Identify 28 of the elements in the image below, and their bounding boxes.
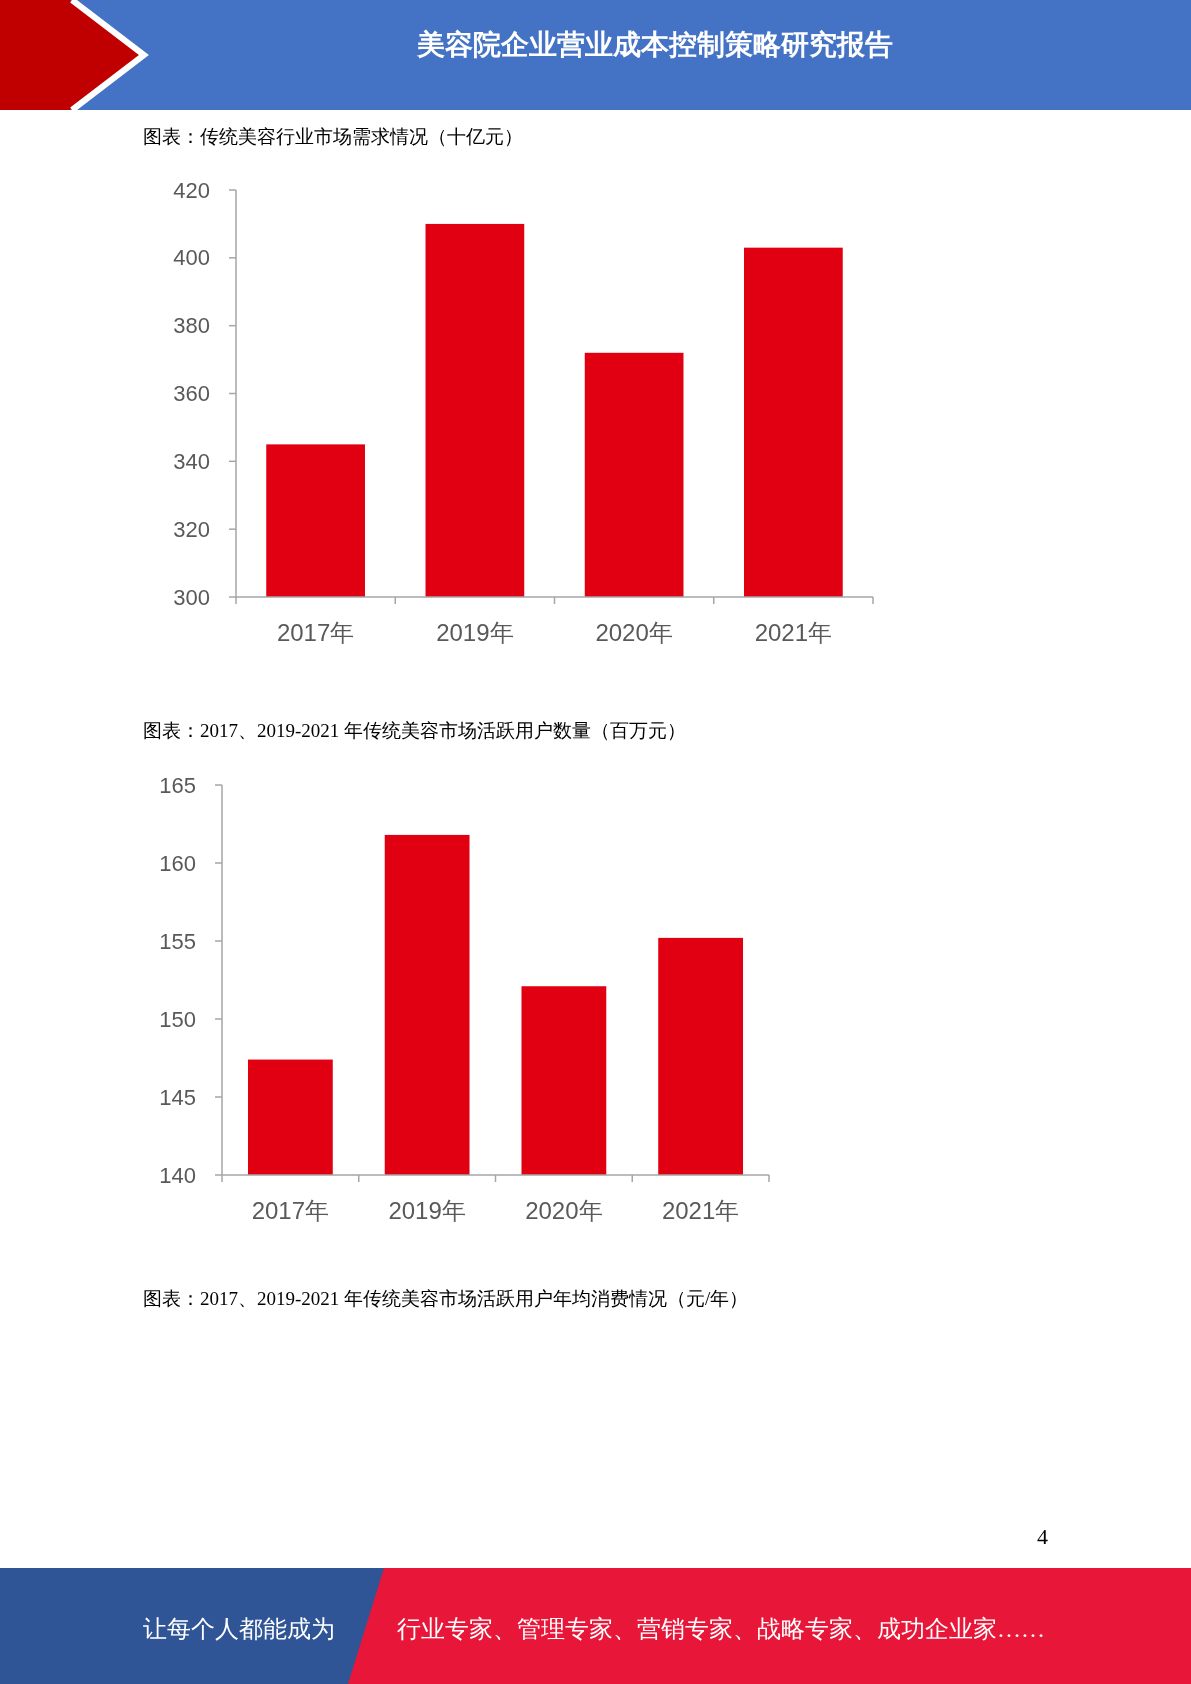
text: 让每个人都能成为 — [143, 1616, 335, 1642]
text: 美容院企业营业成本控制策略研究报告 — [416, 29, 893, 60]
y-tick-label: 300 — [173, 584, 210, 610]
chart-title: 图表：传统美容行业市场需求情况（十亿元） — [143, 126, 523, 147]
y-tick-label: 150 — [159, 1006, 196, 1032]
x-tick-label: 2017年 — [276, 619, 355, 646]
y-tick-label: 400 — [173, 245, 210, 271]
y-tick-label: 145 — [159, 1084, 196, 1110]
y-tick-label: 165 — [159, 772, 196, 798]
y-tick-label: 140 — [159, 1162, 196, 1188]
y-tick-label: 420 — [173, 177, 210, 203]
text: 图表：2017、2019-2021 年传统美容市场活跃用户年均消费情况（元/年） — [143, 1288, 749, 1309]
x-tick-label: 2020年 — [525, 1197, 603, 1224]
chart-title: 图表：2017、2019-2021 年传统美容市场活跃用户数量（百万元） — [143, 720, 687, 741]
y-tick-label: 360 — [173, 381, 210, 406]
y-tick-label: 340 — [173, 448, 210, 474]
y-tick-label: 155 — [159, 928, 196, 954]
x-tick-label: 2019年 — [436, 619, 514, 646]
x-tick-label: 2021年 — [754, 619, 833, 646]
text: 行业专家、管理专家、营销专家、战略专家、成功企业家…… — [397, 1616, 1045, 1642]
y-tick-label: 320 — [173, 516, 210, 542]
y-tick-label: 160 — [159, 850, 196, 876]
x-tick-label: 2019年 — [388, 1197, 466, 1224]
x-tick-label: 2020年 — [595, 619, 673, 646]
y-tick-label: 380 — [173, 313, 210, 339]
text: 4 — [1037, 1524, 1048, 1549]
x-tick-label: 2021年 — [661, 1197, 740, 1224]
x-tick-label: 2017年 — [251, 1197, 330, 1224]
